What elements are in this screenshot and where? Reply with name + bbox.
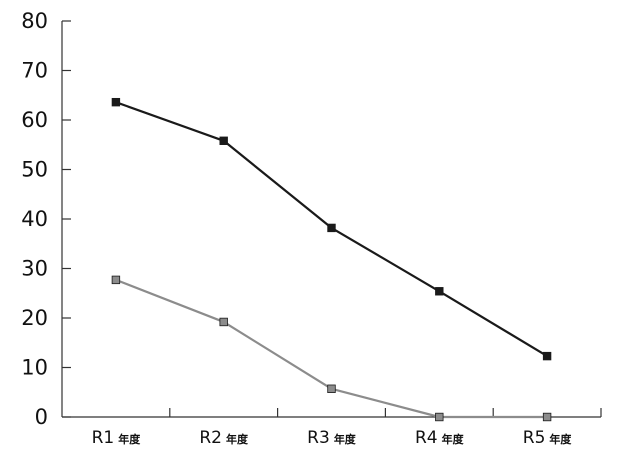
y-tick-label: 10 xyxy=(21,356,48,380)
x-category-suffix: 年度 xyxy=(226,432,249,446)
chart-axes xyxy=(61,21,601,418)
x-category-main: R1 xyxy=(92,428,115,448)
x-category-suffix: 年度 xyxy=(334,432,357,446)
data-point-marker xyxy=(111,275,121,285)
data-point-marker xyxy=(542,351,552,361)
data-point-marker xyxy=(219,317,228,327)
y-tick-label: 30 xyxy=(21,257,48,281)
x-ticks: R1 年度 R2 年度 R3 年度 R4 年度 R5 年度 xyxy=(92,408,602,448)
x-category-suffix: 年度 xyxy=(118,432,141,446)
series-2 xyxy=(111,275,552,422)
data-point-marker xyxy=(542,412,552,422)
x-category-label: R5 年度 xyxy=(523,428,573,448)
x-category-main: R3 xyxy=(307,428,330,448)
data-point-marker xyxy=(327,384,336,393)
series-line xyxy=(115,278,548,419)
data-point-marker xyxy=(327,223,336,233)
x-category-label: R4 年度 xyxy=(415,428,465,448)
x-category-label: R3 年度 xyxy=(307,428,357,448)
x-category-main: R4 xyxy=(415,428,438,448)
x-category-suffix: 年度 xyxy=(549,432,572,446)
data-point-marker xyxy=(219,136,228,145)
y-tick-label: 60 xyxy=(21,108,48,132)
y-ticks: 0 10 20 30 40 50 60 70 80 xyxy=(21,9,71,429)
data-point-marker xyxy=(435,412,444,422)
series-1 xyxy=(111,97,552,361)
x-category-suffix: 年度 xyxy=(442,432,465,446)
y-tick-label: 50 xyxy=(21,158,48,182)
x-category-main: R5 xyxy=(523,428,546,448)
y-tick-label: 0 xyxy=(35,405,48,429)
x-category-label: R1 年度 xyxy=(92,428,142,448)
data-point-marker xyxy=(111,97,121,107)
y-tick-label: 20 xyxy=(21,306,48,330)
y-tick-label: 70 xyxy=(21,59,48,83)
x-category-label: R2 年度 xyxy=(199,428,249,448)
y-tick-label: 40 xyxy=(21,207,48,231)
x-category-main: R2 xyxy=(199,428,222,448)
data-point-marker xyxy=(435,287,444,296)
series-layer xyxy=(111,97,552,422)
y-tick-label: 80 xyxy=(21,9,48,33)
